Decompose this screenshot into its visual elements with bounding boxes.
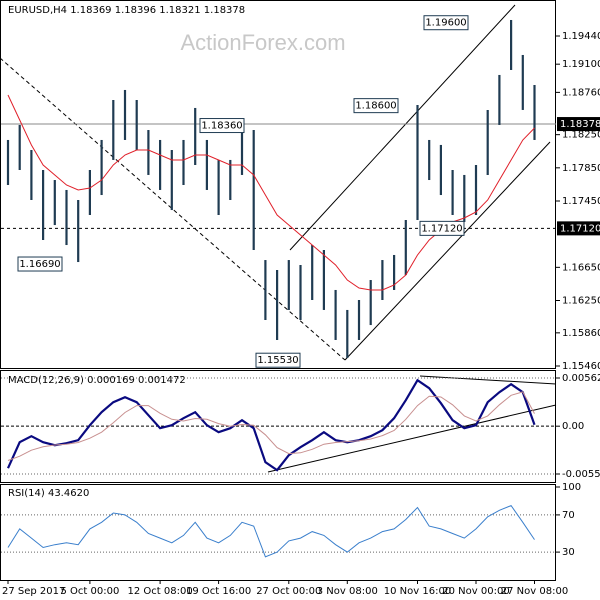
watermark: ActionForex.com [180, 30, 345, 55]
trend-line [419, 375, 557, 385]
y-tick-label: 1.19440 [562, 31, 600, 42]
y-tick-label: 70 [562, 510, 575, 521]
annotation-label: 1.18600 [355, 101, 396, 112]
series-line [7, 504, 535, 558]
y-tick-label: 1.18760 [562, 87, 600, 98]
x-tick-label: 10 Nov 16:00 [384, 586, 451, 597]
annotation-box [423, 15, 469, 31]
annotation-box [419, 220, 465, 236]
x-tick-label: 27 Nov 08:00 [501, 586, 568, 597]
y-tick-label: 1.15460 [562, 361, 600, 372]
x-tick-label: 19 Oct 16:00 [186, 586, 251, 597]
annotation-label: 1.17120 [421, 223, 462, 234]
annotation-label: 1.16690 [19, 259, 60, 270]
y-tick-label: 0.00 [562, 421, 584, 432]
annotation-label: 1.18360 [201, 121, 242, 132]
x-tick-label: 27 Sep 2017 [2, 586, 65, 597]
price-label: 1.17120 [560, 223, 600, 234]
price-box [557, 117, 600, 132]
trend-line [344, 141, 551, 361]
x-tick-label: 12 Oct 08:00 [127, 586, 192, 597]
y-tick-label: 1.17450 [562, 196, 600, 207]
rsi-title: RSI(14) 43.4620 [8, 488, 89, 499]
trend-line [289, 4, 516, 251]
annotation-box [353, 98, 399, 114]
y-tick-label: 1.17850 [562, 163, 600, 174]
annotation-box [199, 118, 245, 134]
annotation-label: 1.15530 [257, 355, 298, 366]
y-tick-label: 100 [562, 482, 581, 493]
y-tick-label: 1.16250 [562, 296, 600, 307]
annotation-box [17, 256, 63, 272]
y-tick-label: 1.16650 [562, 262, 600, 273]
x-tick-label: 27 Oct 00:00 [256, 586, 321, 597]
series-line [7, 391, 535, 461]
price-panel [0, 0, 556, 369]
series-line [6, 378, 536, 472]
x-tick-label: 20 Nov 00:00 [442, 586, 509, 597]
y-tick-label: 1.19100 [562, 59, 600, 70]
trend-lines [0, 4, 557, 473]
price-box [557, 221, 600, 236]
price-label: 1.18378 [560, 119, 600, 130]
y-tick-label: 1.15860 [562, 328, 600, 339]
y-tick-label: 30 [562, 547, 575, 558]
x-tick-label: 5 Oct 00:00 [60, 586, 119, 597]
trend-line [267, 404, 557, 473]
annotation-box [255, 352, 301, 368]
y-tick-label: 1.18250 [562, 130, 600, 141]
macd-panel [0, 370, 556, 483]
macd-title: MACD(12,26,9) 0.000169 0.001472 [8, 375, 186, 386]
y-tick-label: -0.005579 [562, 469, 600, 480]
x-tick-label: 3 Nov 08:00 [317, 586, 378, 597]
rsi-panel [0, 484, 556, 581]
annotation-label: 1.19600 [425, 18, 466, 29]
header: EURUSD,H4 1.18369 1.18396 1.18321 1.1837… [8, 5, 245, 16]
y-tick-label: 0.005622 [562, 373, 600, 384]
